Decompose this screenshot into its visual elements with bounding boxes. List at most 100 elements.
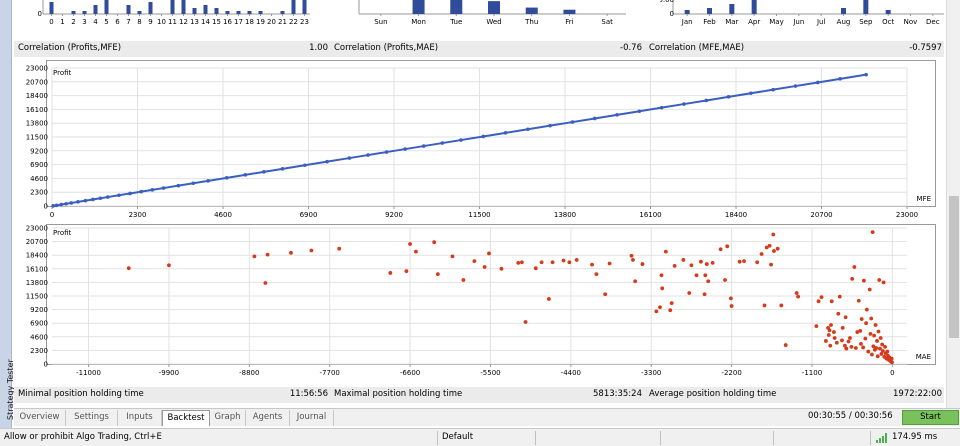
corr-profit-mae-label: Correlation (Profits,MAE) xyxy=(334,43,439,53)
data-point xyxy=(871,344,876,349)
data-point xyxy=(105,195,110,199)
data-point xyxy=(663,249,668,254)
data-point xyxy=(852,265,857,269)
x-tick-label: 18400 xyxy=(725,211,747,219)
x-tick-label: 20700 xyxy=(810,211,832,219)
data-point xyxy=(819,295,824,300)
top-chart-xtick-label: Mon xyxy=(411,18,426,26)
tab-backtest[interactable]: Backtest xyxy=(162,410,210,426)
top-chart-xtick-label: 1 xyxy=(60,18,64,26)
data-point xyxy=(769,262,773,267)
vertical-scrollbar[interactable] xyxy=(946,0,960,408)
data-point xyxy=(126,266,131,271)
max-holding-value: 5813:35:24 xyxy=(593,389,642,399)
data-point xyxy=(54,203,59,208)
data-point xyxy=(414,249,418,254)
data-point xyxy=(848,336,852,340)
top-chart-xtick-label: May xyxy=(769,18,783,26)
data-point xyxy=(408,242,412,246)
top-chart-xtick-label: 16 xyxy=(223,18,232,26)
y-tick-label: 11500 xyxy=(26,293,48,301)
data-point xyxy=(823,339,828,343)
top-chart-xtick-label: 22 xyxy=(289,18,298,26)
x-tick-label: -11000 xyxy=(76,369,101,376)
corr-profit-mfe-value: 1.00 xyxy=(309,43,328,53)
top-chart-bar xyxy=(729,4,735,14)
y-tick-label: 2300 xyxy=(30,189,48,197)
tab-agents[interactable]: Agents xyxy=(246,410,290,426)
top-chart-xtick-label: 21 xyxy=(278,18,287,26)
corr-profit-mfe-label: Correlation (Profits,MFE) xyxy=(18,43,122,53)
start-button[interactable]: Start xyxy=(902,410,959,425)
data-point xyxy=(668,308,673,313)
data-point xyxy=(309,248,314,253)
top-chart-bar xyxy=(247,11,252,14)
data-point xyxy=(783,343,788,347)
data-point xyxy=(615,113,619,117)
x-tick-label: 11500 xyxy=(468,211,490,219)
data-point xyxy=(672,263,677,268)
data-point xyxy=(69,201,74,205)
data-point xyxy=(704,262,709,266)
data-point xyxy=(64,201,68,206)
data-point xyxy=(723,278,727,282)
y-tick-label: 0 xyxy=(44,361,48,369)
top-chart-bar xyxy=(170,0,175,14)
data-point xyxy=(603,292,608,297)
data-point xyxy=(224,176,229,180)
data-point xyxy=(890,360,894,365)
y-tick-label: 23000 xyxy=(26,225,48,233)
data-point xyxy=(487,251,491,256)
x-tick-label: 0 xyxy=(50,211,54,219)
top-chart-bar xyxy=(236,11,241,14)
top-chart-bar xyxy=(181,0,186,14)
data-point xyxy=(853,346,858,350)
data-point xyxy=(889,356,894,361)
data-point xyxy=(815,80,820,85)
data-point xyxy=(706,279,711,284)
data-point xyxy=(850,276,855,281)
data-point xyxy=(669,301,674,305)
data-point xyxy=(864,72,868,77)
data-point xyxy=(302,163,307,168)
data-point xyxy=(440,141,445,145)
x-tick-label: 2300 xyxy=(129,211,147,219)
top-chart-xtick-label: Thu xyxy=(524,18,538,26)
top-chart-xtick-label: Aug xyxy=(837,18,851,26)
tab-settings[interactable]: Settings xyxy=(66,410,118,426)
y-tick-label: 9200 xyxy=(30,147,48,155)
top-chart-xtick-label: Sat xyxy=(601,18,613,26)
x-tick-label: 13800 xyxy=(554,211,576,219)
top-chart-xtick-label: Dec xyxy=(926,18,940,26)
top-chart-bar xyxy=(525,7,538,14)
data-point xyxy=(590,262,594,267)
top-chart-bar xyxy=(71,11,76,14)
data-point xyxy=(388,271,393,275)
data-point xyxy=(548,123,552,128)
data-point xyxy=(866,349,871,354)
strategy-tester-side-tab[interactable]: Strategy Tester xyxy=(0,0,15,428)
tab-inputs[interactable]: Inputs xyxy=(118,410,162,426)
data-point xyxy=(533,266,538,271)
tab-overview[interactable]: Overview xyxy=(14,410,66,426)
data-point xyxy=(729,304,734,308)
data-point xyxy=(859,341,863,346)
data-point xyxy=(526,127,530,132)
status-hint: Allow or prohibit Algo Trading, Ctrl+E xyxy=(4,432,162,442)
tab-graph[interactable]: Graph xyxy=(210,410,246,426)
top-chart-xtick-label: Jul xyxy=(816,18,826,26)
tab-journal[interactable]: Journal xyxy=(290,410,334,426)
top-chart-xtick-label: Feb xyxy=(703,18,716,26)
weekday-distribution-chart: Sun Mon Tue Wed Thu Fri Sat xyxy=(358,0,626,26)
top-chart-xtick-label: 23 xyxy=(300,18,309,26)
top-chart-xtick-label: 19 xyxy=(256,18,265,26)
data-point xyxy=(828,343,833,348)
top-chart-ytick: 0 xyxy=(38,10,42,18)
top-chart-bar xyxy=(137,11,142,14)
data-point xyxy=(834,340,839,345)
status-profile[interactable]: Default xyxy=(442,432,474,442)
x-tick-label: 6900 xyxy=(300,211,318,219)
data-point xyxy=(654,309,659,314)
data-point xyxy=(561,258,566,263)
scrollbar-thumb[interactable] xyxy=(949,196,959,338)
